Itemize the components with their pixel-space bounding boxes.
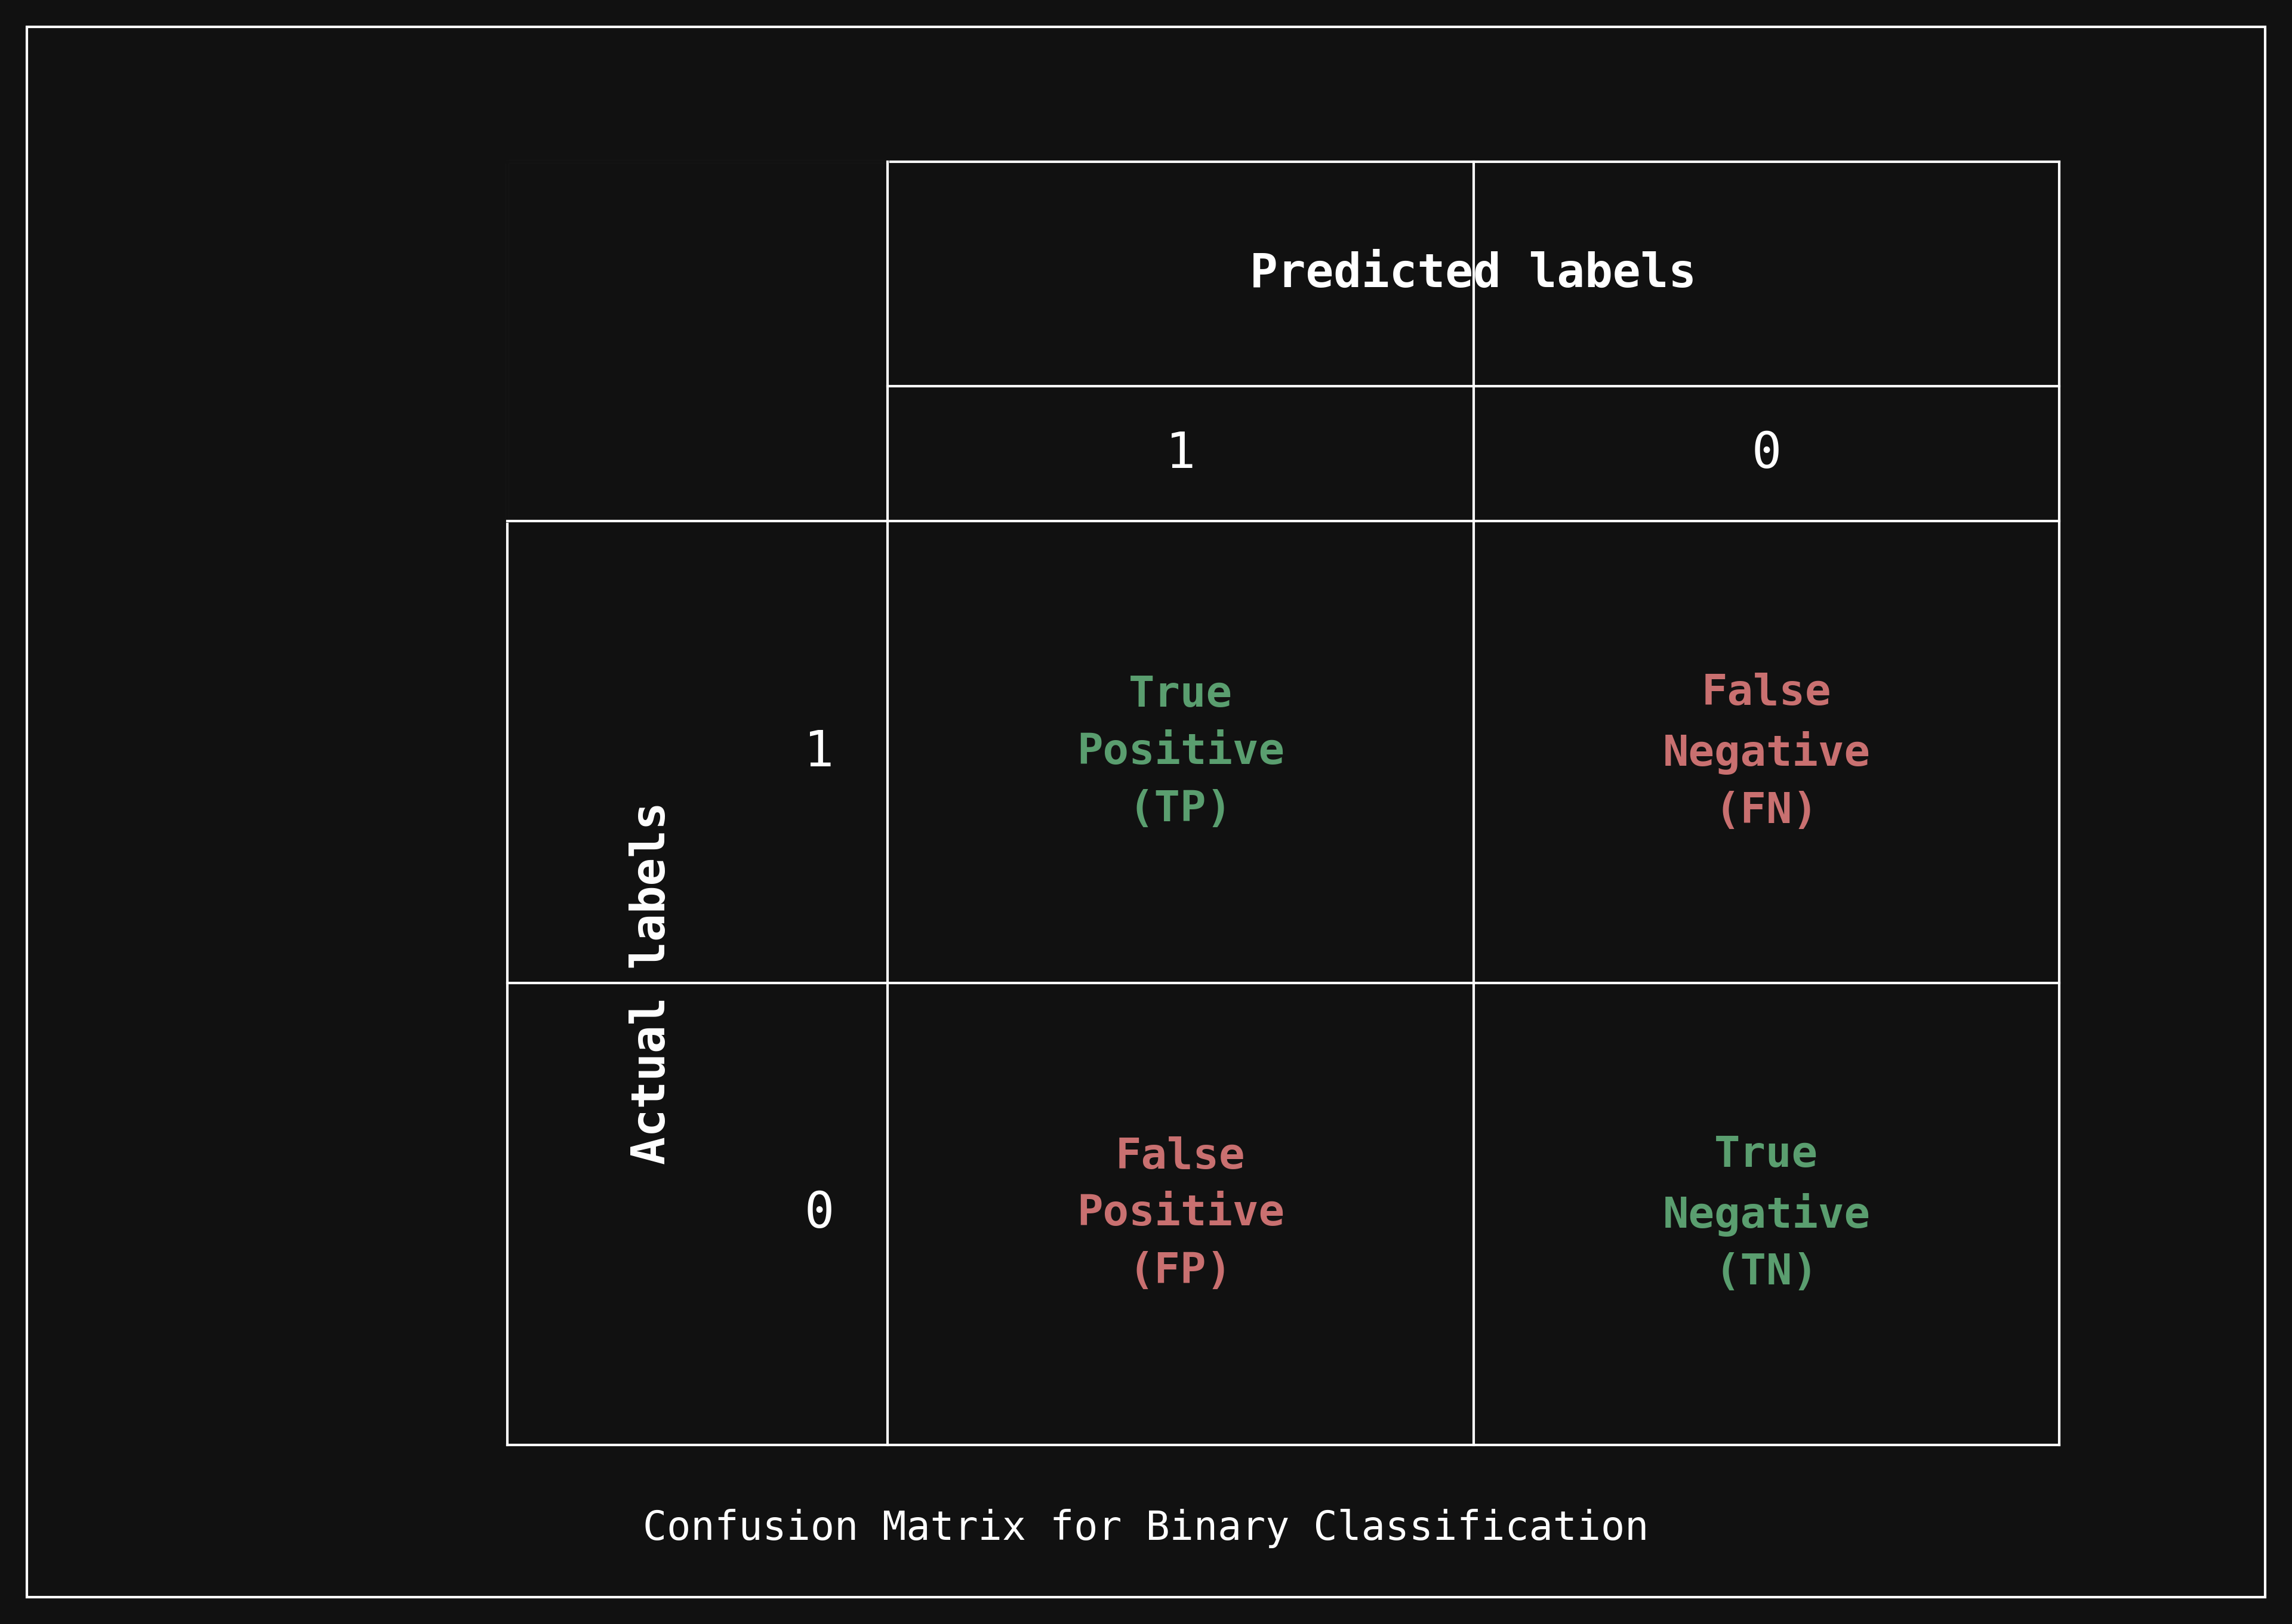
Text: 1: 1 (1164, 429, 1196, 477)
Text: Confusion Matrix for Binary Classification: Confusion Matrix for Binary Classificati… (644, 1509, 1648, 1548)
Text: 0: 0 (1751, 429, 1781, 477)
Text: Predicted labels: Predicted labels (1249, 252, 1696, 297)
Text: False
Negative
(FN): False Negative (FN) (1662, 672, 1870, 831)
Text: True
Positive
(TP): True Positive (TP) (1077, 674, 1284, 830)
Text: True
Negative
(TN): True Negative (TN) (1662, 1134, 1870, 1294)
Text: 0: 0 (804, 1190, 834, 1237)
Text: False
Positive
(FP): False Positive (FP) (1077, 1137, 1284, 1291)
Text: 1: 1 (804, 728, 834, 776)
Text: Actual labels: Actual labels (628, 802, 674, 1164)
